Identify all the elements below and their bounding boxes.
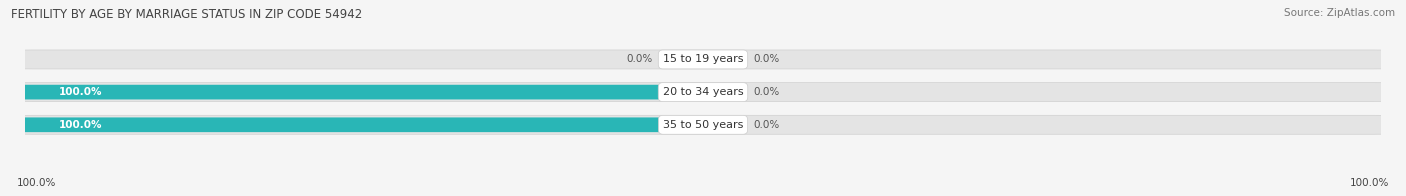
FancyBboxPatch shape (666, 85, 710, 99)
Text: 100.0%: 100.0% (1350, 178, 1389, 188)
Text: 100.0%: 100.0% (59, 87, 103, 97)
FancyBboxPatch shape (696, 85, 740, 99)
FancyBboxPatch shape (666, 118, 710, 132)
Text: 0.0%: 0.0% (627, 54, 652, 64)
Text: 0.0%: 0.0% (754, 120, 779, 130)
FancyBboxPatch shape (11, 115, 1395, 134)
Text: FERTILITY BY AGE BY MARRIAGE STATUS IN ZIP CODE 54942: FERTILITY BY AGE BY MARRIAGE STATUS IN Z… (11, 8, 363, 21)
FancyBboxPatch shape (11, 117, 717, 132)
Text: 0.0%: 0.0% (754, 54, 779, 64)
Text: Source: ZipAtlas.com: Source: ZipAtlas.com (1284, 8, 1395, 18)
Text: 15 to 19 years: 15 to 19 years (662, 54, 744, 64)
Text: 100.0%: 100.0% (59, 120, 103, 130)
FancyBboxPatch shape (11, 83, 1395, 102)
FancyBboxPatch shape (666, 52, 710, 67)
FancyBboxPatch shape (696, 52, 740, 67)
Text: 35 to 50 years: 35 to 50 years (662, 120, 744, 130)
Text: 100.0%: 100.0% (17, 178, 56, 188)
Text: 20 to 34 years: 20 to 34 years (662, 87, 744, 97)
FancyBboxPatch shape (11, 85, 717, 100)
FancyBboxPatch shape (11, 50, 1395, 69)
Text: 0.0%: 0.0% (754, 87, 779, 97)
FancyBboxPatch shape (696, 118, 740, 132)
